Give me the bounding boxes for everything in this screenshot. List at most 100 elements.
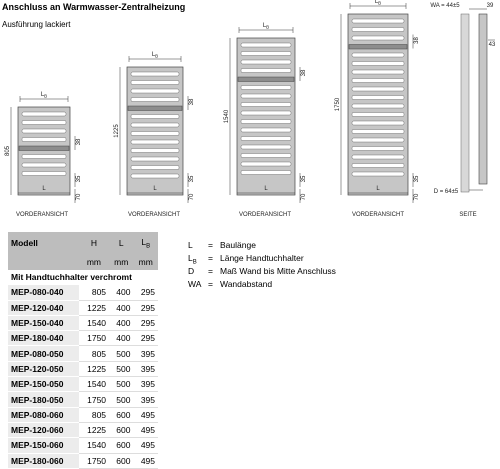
table-row: MEP-150-050 1540 500 395 [8, 376, 158, 393]
value-cell: 400 [109, 315, 134, 332]
holder-dim: 38 [414, 37, 420, 44]
value-cell: 1750 [78, 391, 110, 408]
value-cell: 295 [133, 300, 158, 316]
label-base: L [188, 253, 193, 263]
bottom-dim: 70 [189, 193, 195, 200]
slat [351, 120, 405, 126]
side-top-dim: 39 [487, 3, 494, 9]
bottom-dim: 35 [301, 175, 307, 182]
slat [21, 137, 67, 142]
slat [351, 86, 405, 92]
legend-eq: = [208, 253, 213, 263]
slat [21, 171, 67, 176]
legend-eq: = [208, 279, 213, 289]
side-wa: WA = 44±5 [430, 3, 460, 9]
value-cell: 495 [133, 407, 158, 423]
bottom-dim: 35 [414, 175, 420, 182]
table-row: MEP-150-040 1540 400 295 [8, 315, 158, 332]
slat [351, 52, 405, 58]
height-label: 805 [5, 145, 11, 156]
radiator-side [478, 13, 488, 185]
header-cell: LB [133, 232, 158, 254]
slat [130, 114, 180, 119]
slat [130, 71, 180, 77]
towel-holder [127, 105, 183, 111]
height-label: 1540 [224, 109, 230, 123]
value-cell: 500 [109, 376, 134, 393]
width-label: L [376, 186, 380, 192]
legend-symbol: WA [188, 279, 202, 289]
towel-holder [237, 76, 295, 82]
value-cell: 395 [133, 376, 158, 393]
bottom-dim: 35 [76, 175, 82, 182]
table-row: MEP-150-060 1540 600 495 [8, 437, 158, 454]
value-cell: 1750 [78, 330, 110, 347]
towel-holder [348, 44, 408, 50]
slat [351, 78, 405, 83]
slat [240, 153, 292, 158]
slat [21, 162, 67, 168]
table-row: MEP-180-050 1750 500 395 [8, 391, 158, 408]
view-caption: VORDERANSICHT [352, 212, 404, 218]
drawings: LBL805383570VORDERANSICHTLBL1225383570VO… [5, 0, 496, 218]
towel-holder [18, 145, 70, 151]
label-sub: B [378, 1, 381, 6]
legend-text: Baulänge [220, 240, 256, 250]
slat [240, 42, 292, 48]
value-cell: 295 [133, 330, 158, 347]
value-cell: 500 [109, 361, 134, 378]
legend: L = Baulänge LB = Länge Handtuchhalter D = Maß W… [188, 240, 388, 292]
slat [240, 136, 292, 141]
legend-row: D = Maß Wand bis Mitte Anschluss [188, 266, 388, 279]
label-base: L [141, 236, 147, 247]
header-cell [8, 254, 79, 270]
value-cell: 500 [109, 391, 134, 408]
slat [21, 111, 67, 117]
slat [130, 88, 180, 94]
legend-symbol: L [188, 240, 193, 250]
model-cell: MEP-150-050 [8, 376, 79, 393]
model-cell: MEP-180-040 [8, 330, 79, 347]
label-base: L [41, 92, 45, 98]
side-conn-dim: 43 [489, 42, 496, 48]
value-cell: 1225 [78, 361, 110, 378]
value-cell: 1225 [78, 300, 110, 316]
model-cell: MEP-080-050 [8, 345, 79, 362]
slat [351, 18, 405, 24]
radiator [17, 106, 71, 196]
legend-text: Länge Handtuchhalter [220, 253, 304, 263]
value-cell: 295 [133, 315, 158, 332]
model-cell: MEP-120-040 [8, 300, 79, 316]
label-sub: B [146, 243, 151, 250]
unit-row: mm mm mm [8, 254, 158, 270]
model-cell: MEP-150-040 [8, 315, 79, 332]
slat [351, 129, 405, 134]
value-cell: 395 [133, 361, 158, 378]
model-cell: MEP-080-040 [8, 284, 79, 301]
width-label: L [264, 186, 268, 192]
value-cell: 1540 [78, 315, 110, 332]
value-cell: 805 [78, 345, 110, 362]
label-sub: B [155, 54, 158, 59]
table-row: MEP-180-040 1750 400 295 [8, 330, 158, 347]
value-cell: 400 [109, 284, 134, 301]
slat [130, 97, 180, 102]
legend-symbol: D [188, 266, 195, 276]
table-row: MEP-120-060 1225 600 495 [8, 422, 158, 439]
view-caption: VORDERANSICHT [239, 212, 291, 218]
slat [130, 122, 180, 128]
spec-table: Modell H L LB mm mm mm Mit Handtuchhalter verch… [8, 232, 158, 469]
bottom-dim: 70 [301, 193, 307, 200]
model-cell: MEP-120-050 [8, 361, 79, 378]
legend-row: LB = Länge Handtuchhalter [188, 253, 388, 266]
slat [240, 119, 292, 124]
slat [240, 161, 292, 167]
slat [351, 171, 405, 177]
value-cell: 495 [133, 422, 158, 439]
header-cell: H [78, 232, 110, 254]
value-cell: 600 [109, 453, 134, 469]
model-cell: MEP-080-060 [8, 407, 79, 423]
slat [130, 139, 180, 145]
height-label: 1225 [114, 124, 120, 138]
